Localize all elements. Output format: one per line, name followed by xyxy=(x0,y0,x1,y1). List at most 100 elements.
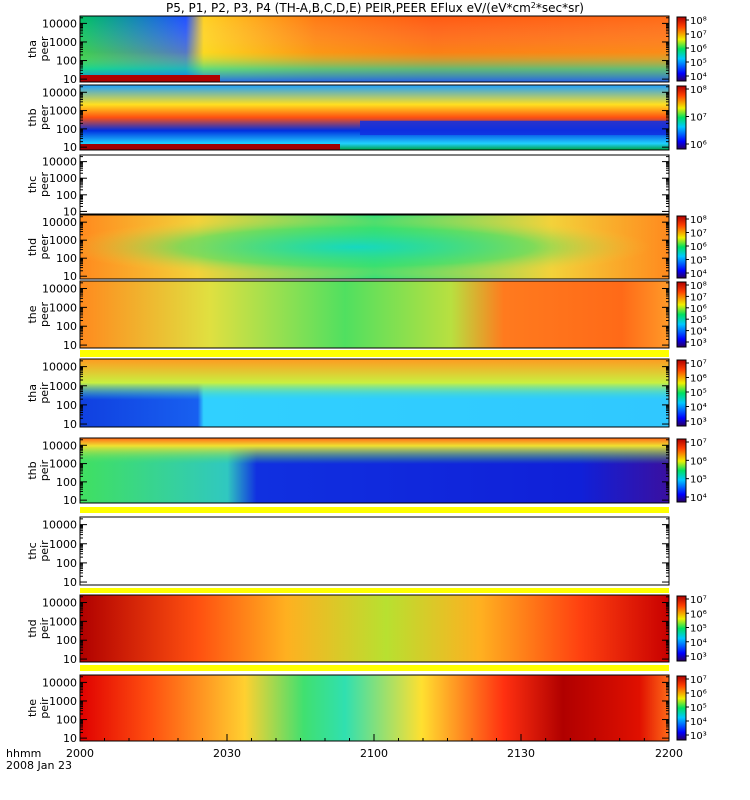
colorbar-label: 10⁴ xyxy=(690,717,707,728)
panel-label-species: peir xyxy=(38,382,51,404)
colorbar-label: 10⁴ xyxy=(690,327,707,338)
x-tick-label: 2000 xyxy=(66,747,94,760)
y-tick-label: 10 xyxy=(63,653,77,666)
panel-label-probe: thc xyxy=(26,542,39,559)
colorbar-label: 10⁶ xyxy=(690,456,707,467)
colorbar xyxy=(676,215,687,279)
colorbar xyxy=(676,359,687,427)
colorbar-label: 10⁸ xyxy=(690,16,707,27)
y-tick-label: 10000 xyxy=(42,597,77,610)
y-tick-label: 1000 xyxy=(49,105,77,118)
y-tick-label: 10000 xyxy=(42,676,77,689)
y-tick-label: 100 xyxy=(56,399,77,412)
colorbar-label: 10⁷ xyxy=(690,438,707,449)
panel-label-probe: thd xyxy=(26,619,39,637)
y-tick-label: 100 xyxy=(56,476,77,489)
panel-label-species: peer xyxy=(38,302,51,328)
panel-label-probe: thd xyxy=(26,238,39,256)
separator-stripe-0 xyxy=(80,350,669,357)
y-tick-label: 10 xyxy=(63,141,77,154)
separator-stripe-3 xyxy=(80,665,669,671)
colorbar-label: 10⁵ xyxy=(690,624,707,635)
colorbar-label: 10⁷ xyxy=(690,359,707,370)
spectrogram-image xyxy=(80,281,669,348)
panel-label-species: peir xyxy=(38,697,51,719)
x-tick-label: 2130 xyxy=(507,747,535,760)
x-corner-label: hhmm xyxy=(6,747,41,760)
panel-label-species: peer xyxy=(38,234,51,260)
y-tick-label: 1000 xyxy=(49,36,77,49)
y-tick-label: 1000 xyxy=(49,458,77,471)
y-tick-label: 100 xyxy=(56,557,77,570)
separator-stripe-1 xyxy=(80,507,669,513)
panel-label-probe: tha xyxy=(26,40,39,58)
y-tick-label: 1000 xyxy=(49,538,77,551)
y-tick-label: 100 xyxy=(56,320,77,333)
colorbar-label: 10⁵ xyxy=(690,315,707,326)
y-tick-label: 10 xyxy=(63,205,77,218)
spectrogram-high-energy xyxy=(80,359,669,427)
colorbar-label: 10⁷ xyxy=(690,113,707,124)
panel-label-probe: thc xyxy=(26,176,39,193)
spectrogram-image xyxy=(80,85,669,150)
colorbar xyxy=(676,595,687,662)
colorbar-label: 10⁴ xyxy=(690,403,707,414)
panel-label-species: peir xyxy=(38,459,51,481)
spectrogram-core xyxy=(80,215,669,279)
x-tick-label: 2030 xyxy=(213,747,241,760)
y-tick-label: 10000 xyxy=(42,17,77,30)
colorbar-label: 10⁴ xyxy=(690,269,707,280)
colorbar-label: 10⁷ xyxy=(690,675,707,686)
colorbar-label: 10⁶ xyxy=(690,140,707,151)
panel-label-species: peer xyxy=(38,105,51,131)
y-tick-label: 1000 xyxy=(49,234,77,247)
y-tick-label: 10000 xyxy=(42,439,77,452)
y-tick-label: 100 xyxy=(56,123,77,136)
colorbar-label: 10⁵ xyxy=(690,256,707,267)
colorbar-label: 10⁴ xyxy=(690,638,707,649)
colorbar-label: 10⁵ xyxy=(690,475,707,486)
y-tick-label: 10000 xyxy=(42,86,77,99)
colorbar-label: 10⁴ xyxy=(690,72,707,83)
y-tick-label: 10 xyxy=(63,270,77,283)
colorbar-label: 10⁷ xyxy=(690,292,707,303)
x-tick-label: 2100 xyxy=(360,747,388,760)
spectrogram-high-energy xyxy=(80,438,669,503)
colorbar-label: 10⁵ xyxy=(690,388,707,399)
panel-frame xyxy=(79,516,670,586)
y-tick-label: 10 xyxy=(63,73,77,86)
colorbar xyxy=(676,675,687,741)
y-tick-label: 10 xyxy=(63,418,77,431)
y-tick-label: 10 xyxy=(63,732,77,745)
colorbar-label: 10⁷ xyxy=(690,30,707,41)
colorbar-label: 10³ xyxy=(690,731,707,742)
panel-label-species: peir xyxy=(38,617,51,639)
y-tick-label: 10000 xyxy=(42,156,77,169)
x-tick-label: 2200 xyxy=(655,747,683,760)
colorbar xyxy=(676,16,687,82)
y-tick-label: 10000 xyxy=(42,216,77,229)
colorbar-label: 10⁵ xyxy=(690,703,707,714)
y-tick-label: 100 xyxy=(56,252,77,265)
y-tick-label: 100 xyxy=(56,189,77,202)
y-tick-label: 100 xyxy=(56,55,77,68)
colorbar-label: 10³ xyxy=(690,338,707,349)
colorbar-label: 10³ xyxy=(690,417,707,428)
y-tick-label: 10 xyxy=(63,494,77,507)
panel-label-species: peir xyxy=(38,540,51,562)
panel-label-species: peer xyxy=(38,172,51,198)
spectrogram-low-energy-band xyxy=(80,144,340,150)
y-tick-label: 10000 xyxy=(42,361,77,374)
title-tail: *sec*sr) xyxy=(536,1,584,15)
colorbar-label: 10⁷ xyxy=(690,595,707,606)
